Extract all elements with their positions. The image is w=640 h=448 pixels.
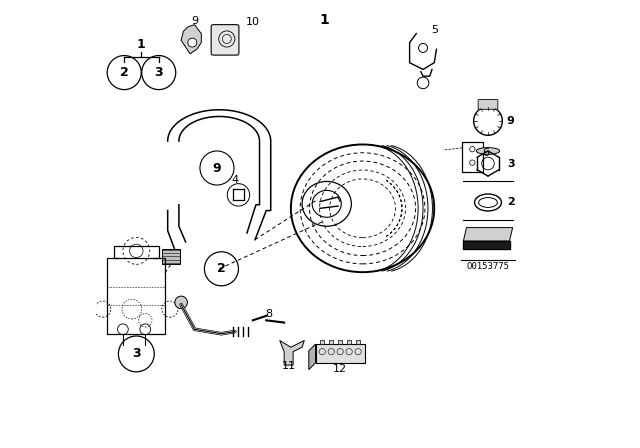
Polygon shape bbox=[356, 340, 360, 344]
Polygon shape bbox=[320, 340, 324, 344]
Polygon shape bbox=[181, 25, 202, 54]
Polygon shape bbox=[309, 344, 316, 370]
Polygon shape bbox=[347, 340, 351, 344]
Text: 1: 1 bbox=[136, 38, 145, 52]
Text: 2: 2 bbox=[217, 262, 226, 276]
Polygon shape bbox=[280, 340, 305, 365]
Text: 12: 12 bbox=[333, 364, 348, 374]
Text: 6: 6 bbox=[482, 148, 489, 158]
Text: 11: 11 bbox=[282, 361, 296, 371]
Ellipse shape bbox=[476, 148, 500, 154]
Text: 8: 8 bbox=[265, 309, 272, 319]
Text: 9: 9 bbox=[212, 161, 221, 175]
Text: 2: 2 bbox=[120, 66, 129, 79]
Text: O0153775: O0153775 bbox=[467, 262, 509, 271]
Text: 9: 9 bbox=[507, 116, 515, 126]
Text: 3: 3 bbox=[132, 347, 141, 361]
Text: 5: 5 bbox=[431, 26, 438, 35]
Text: 1: 1 bbox=[319, 13, 330, 27]
Text: 10: 10 bbox=[246, 17, 260, 26]
Polygon shape bbox=[329, 340, 333, 344]
Text: 4: 4 bbox=[231, 175, 239, 185]
Polygon shape bbox=[463, 241, 509, 249]
Text: 3: 3 bbox=[154, 66, 163, 79]
Text: 2: 2 bbox=[507, 198, 515, 207]
Circle shape bbox=[188, 38, 197, 47]
Text: 3: 3 bbox=[507, 159, 515, 168]
Polygon shape bbox=[463, 228, 513, 241]
Polygon shape bbox=[162, 249, 180, 264]
Polygon shape bbox=[338, 340, 342, 344]
Text: 9: 9 bbox=[191, 16, 198, 26]
Polygon shape bbox=[316, 344, 365, 363]
FancyBboxPatch shape bbox=[478, 99, 498, 109]
FancyBboxPatch shape bbox=[211, 25, 239, 55]
Circle shape bbox=[175, 296, 188, 309]
